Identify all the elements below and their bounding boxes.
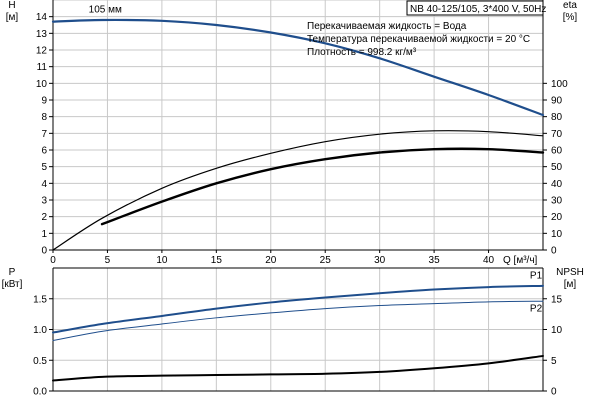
x-tick-label: 25 bbox=[320, 255, 332, 266]
y-axis-unit-left: [м] bbox=[6, 12, 19, 23]
y-tick-label-left: 11 bbox=[37, 62, 48, 73]
info-line-2: Температура перекачиваемой жидкости = 20… bbox=[307, 34, 530, 45]
y-tick-label-left: 12 bbox=[36, 46, 48, 57]
y-tick-label-right: 40 bbox=[551, 179, 563, 190]
y-tick-label-right: 10 bbox=[551, 229, 563, 240]
bottom-panel: 0.0 0.5 1.0 1.5 0 5 10 15 P[кВт] NPSH[м] P1 P2 bbox=[2, 267, 584, 398]
series-line bbox=[52, 284, 544, 334]
series-line bbox=[52, 300, 544, 342]
x-tick-label: 35 bbox=[429, 255, 441, 266]
y-axis-label-left: P bbox=[9, 267, 16, 278]
y-axis-unit-right: [м] bbox=[564, 279, 577, 290]
curve-label-105mm: 105 мм bbox=[89, 5, 122, 16]
y-tick-label-left: 1 bbox=[41, 229, 47, 240]
y-tick-label-left: 14 bbox=[36, 12, 48, 23]
x-tick-label: 30 bbox=[374, 255, 386, 266]
curve-label-p2: P2 bbox=[530, 304, 543, 315]
y-tick-label-left: 0.0 bbox=[33, 387, 47, 398]
series-line bbox=[51, 18, 545, 117]
y-tick-label-left: 1.0 bbox=[33, 325, 47, 336]
y-tick-label-left: 0.5 bbox=[33, 356, 47, 367]
x-tick-label: 10 bbox=[156, 255, 168, 266]
y-tick-label-left: 4 bbox=[41, 179, 47, 190]
y-tick-label-left: 7 bbox=[41, 129, 47, 140]
series-line bbox=[100, 147, 545, 226]
curve-label-p1: P1 bbox=[530, 270, 543, 281]
top-panel: 0123456789101112131401020304050607080901… bbox=[6, 0, 578, 266]
y-tick-label-right: 20 bbox=[551, 212, 563, 223]
model-label: NB 40-125/105, 3*400 V, 50Hz bbox=[410, 4, 546, 15]
x-tick-label: 20 bbox=[265, 255, 277, 266]
y-tick-label-left: 3 bbox=[41, 196, 47, 207]
x-tick-label: 40 bbox=[483, 255, 495, 266]
y-tick-label-right: 70 bbox=[551, 129, 563, 140]
y-axis-label-right: eta bbox=[563, 0, 577, 11]
info-line-1: Перекачиваемая жидкость = Вода bbox=[307, 21, 467, 32]
model-box bbox=[406, 0, 544, 16]
y-tick-label-right: 80 bbox=[551, 112, 563, 123]
y-axis-unit-left: [кВт] bbox=[2, 279, 23, 290]
x-axis-label: Q [м³/ч] bbox=[503, 255, 538, 266]
y-tick-label-right: 10 bbox=[551, 325, 563, 336]
y-tick-label-left: 10 bbox=[36, 79, 48, 90]
y-axis-unit-right: [%] bbox=[563, 12, 578, 23]
y-axis-label-right: NPSH bbox=[556, 267, 584, 278]
x-tick-label: 15 bbox=[211, 255, 223, 266]
series-line bbox=[52, 130, 544, 251]
y-tick-label-right: 100 bbox=[551, 79, 568, 90]
y-tick-label-right: 5 bbox=[551, 356, 557, 367]
y-axis-label-left: H bbox=[8, 0, 15, 11]
y-tick-label-left: 8 bbox=[41, 112, 47, 123]
y-tick-label-right: 15 bbox=[551, 294, 563, 305]
y-tick-label-right: 0 bbox=[551, 246, 557, 257]
x-tick-label: 0 bbox=[50, 255, 56, 266]
y-tick-label-left: 1.5 bbox=[33, 294, 47, 305]
y-tick-label-right: 90 bbox=[551, 96, 563, 107]
y-tick-label-right: 0 bbox=[551, 387, 557, 398]
info-line-3: Плотность = 998.2 кг/м³ bbox=[307, 47, 417, 58]
y-tick-label-right: 30 bbox=[551, 196, 563, 207]
y-tick-label-right: 60 bbox=[551, 146, 563, 157]
y-tick-label-left: 2 bbox=[41, 212, 47, 223]
y-tick-label-right: 50 bbox=[551, 162, 563, 173]
y-tick-label-left: 0 bbox=[41, 246, 47, 257]
y-tick-label-left: 9 bbox=[41, 96, 47, 107]
y-tick-label-left: 5 bbox=[41, 162, 47, 173]
y-tick-label-left: 6 bbox=[41, 146, 47, 157]
y-tick-label-left: 13 bbox=[36, 29, 48, 40]
x-tick-label: 5 bbox=[105, 255, 111, 266]
series-line bbox=[52, 354, 544, 382]
